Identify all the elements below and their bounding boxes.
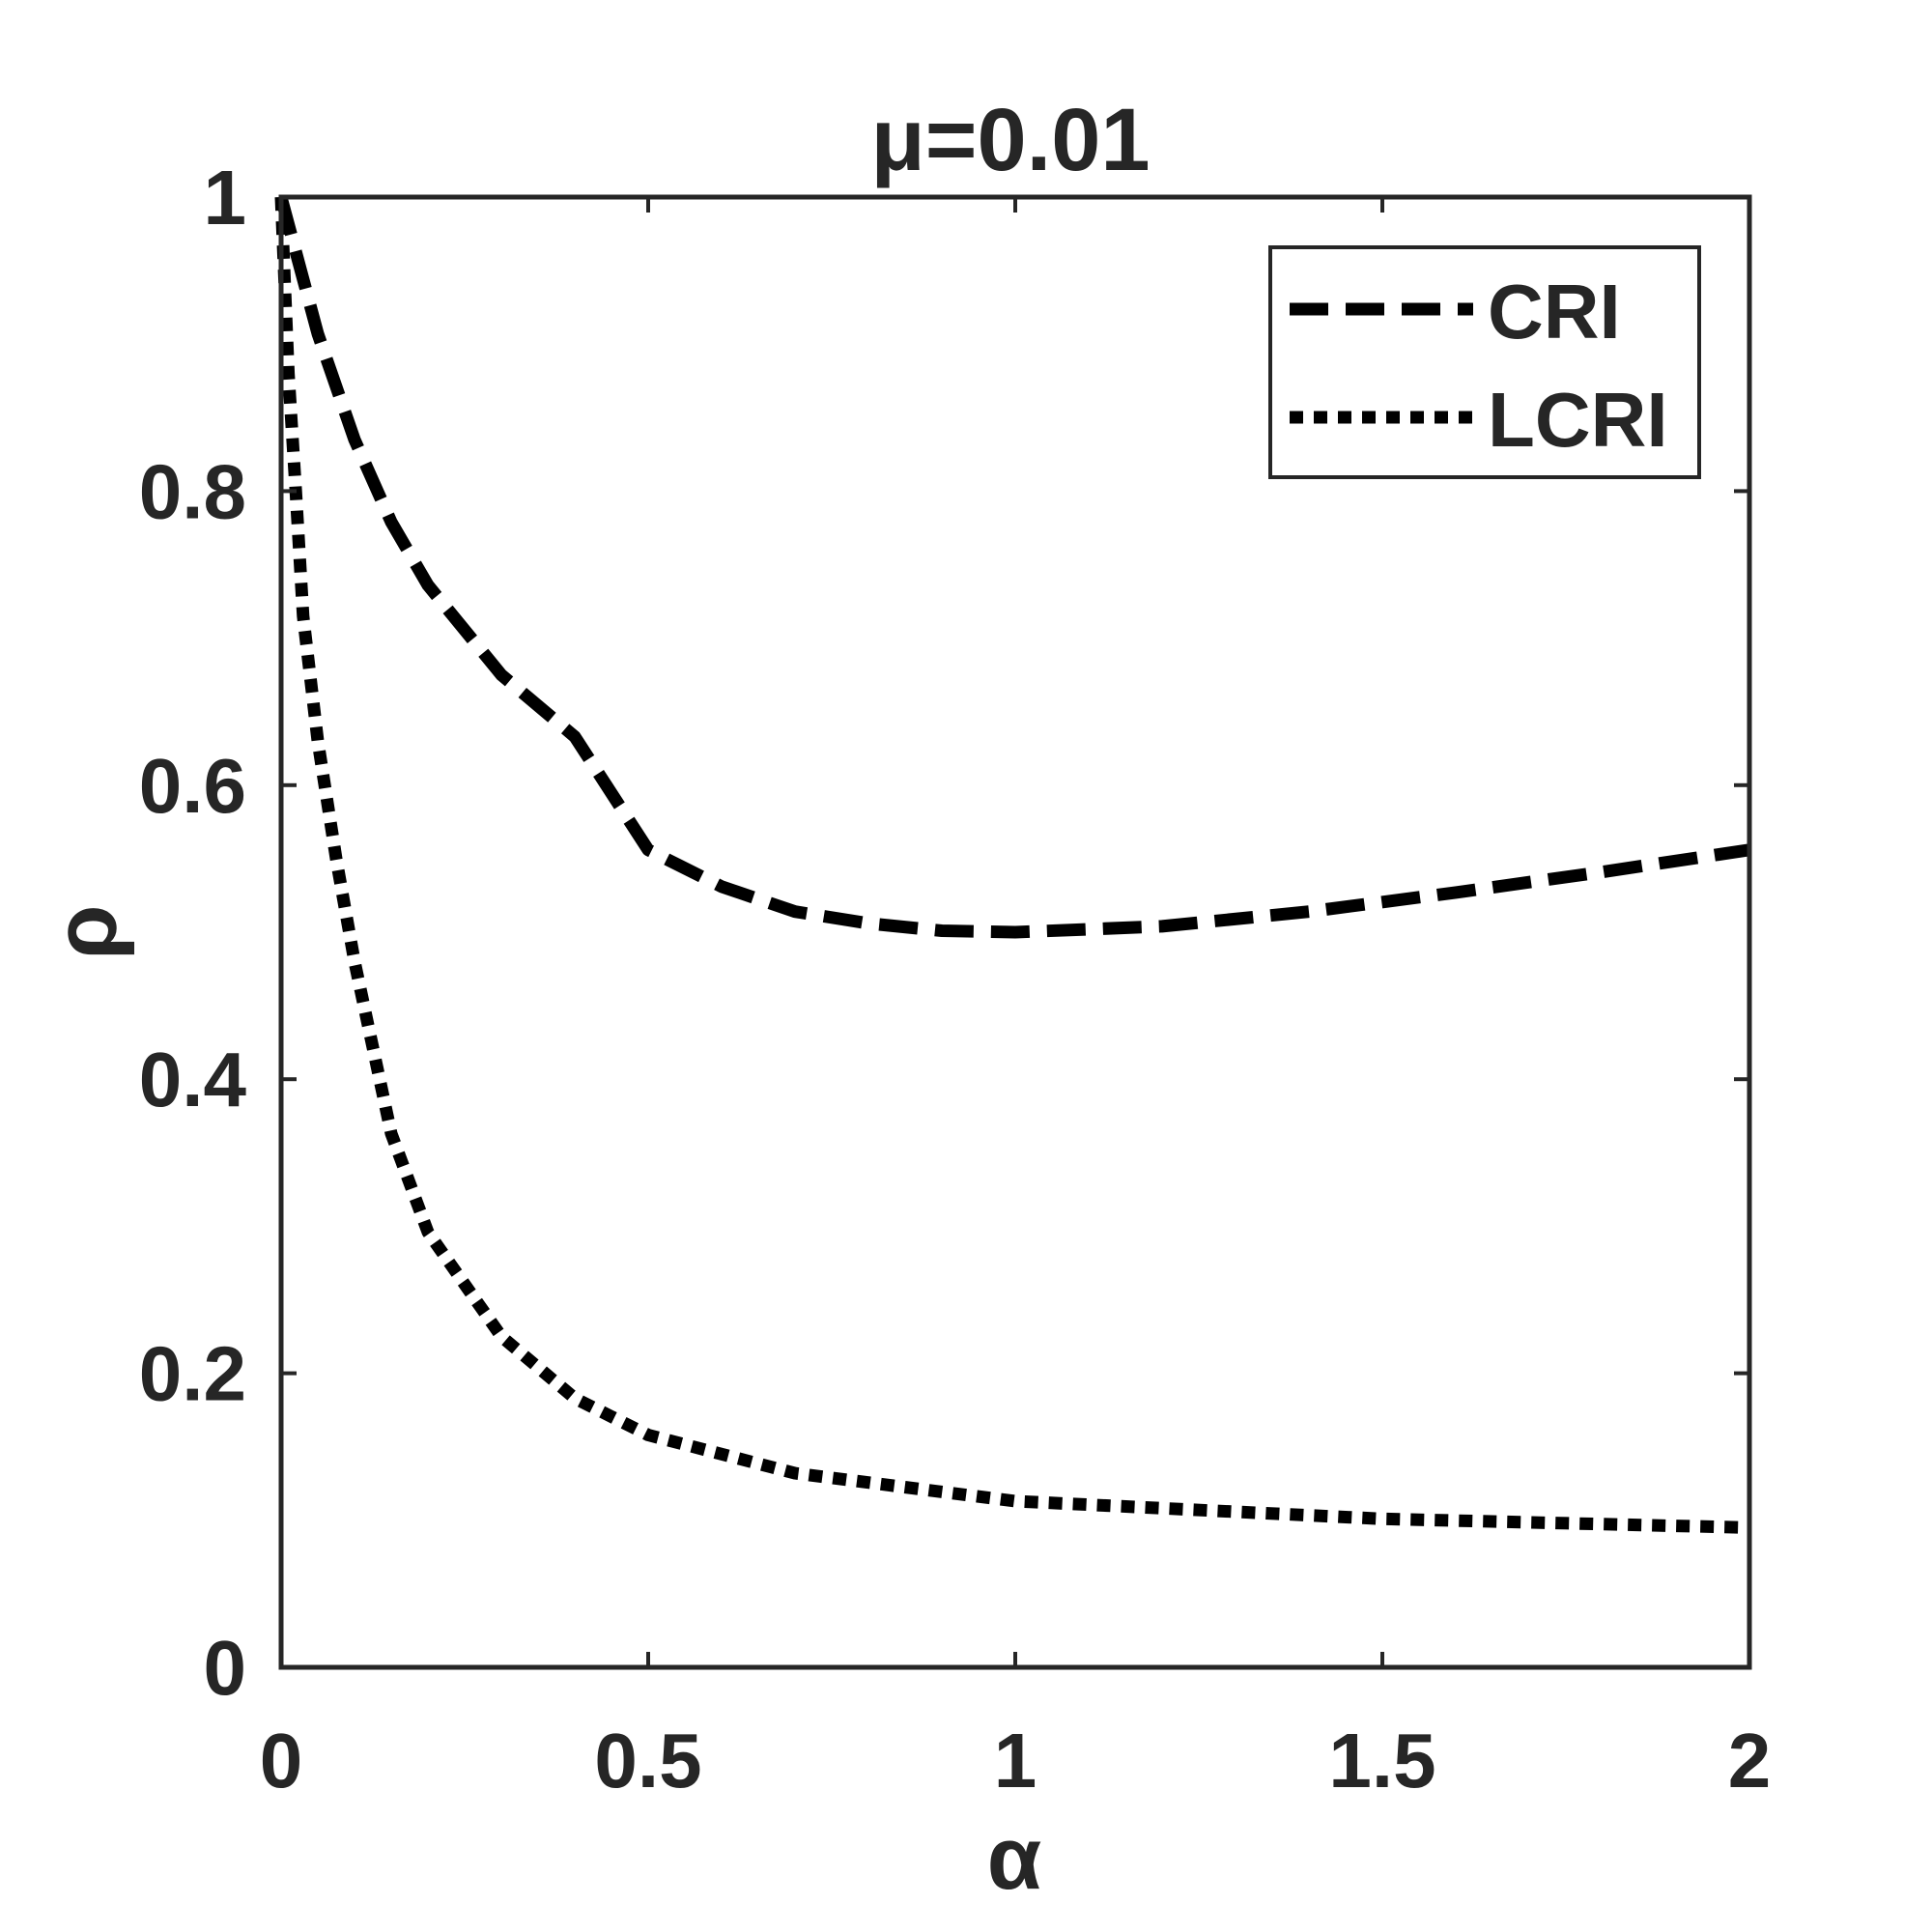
x-tick-label: 1.5 xyxy=(1328,1718,1435,1804)
y-tick-label: 0.2 xyxy=(139,1331,246,1417)
x-tick-label: 0 xyxy=(260,1718,303,1804)
x-tick-label: 1 xyxy=(994,1718,1037,1804)
x-tick-label: 0.5 xyxy=(594,1718,701,1804)
legend: CRI LCRI xyxy=(1268,245,1701,479)
y-tick-label: 0.4 xyxy=(139,1037,247,1122)
y-tick-label: 0.8 xyxy=(139,448,246,534)
y-tick-label: 0.6 xyxy=(139,743,246,829)
x-tick-label: 2 xyxy=(1728,1718,1772,1804)
ticks-layer: 0 0.5 1 1.5 2 0 0.2 0.4 0.6 0.8 1 xyxy=(139,155,1771,1804)
series-line-lcri xyxy=(274,196,1750,1534)
y-axis-label: ρ xyxy=(37,905,135,960)
series-layer xyxy=(274,195,1750,1534)
legend-label-cri: CRI xyxy=(1488,269,1621,355)
series-line-cri xyxy=(274,195,1750,939)
legend-box xyxy=(1268,245,1701,479)
x-axis-label: α xyxy=(987,1809,1042,1908)
chart-title: μ=0.01 xyxy=(870,91,1150,189)
y-tick-label: 0 xyxy=(204,1625,247,1711)
legend-label-lcri: LCRI xyxy=(1488,377,1668,463)
y-tick-label: 1 xyxy=(204,155,247,241)
